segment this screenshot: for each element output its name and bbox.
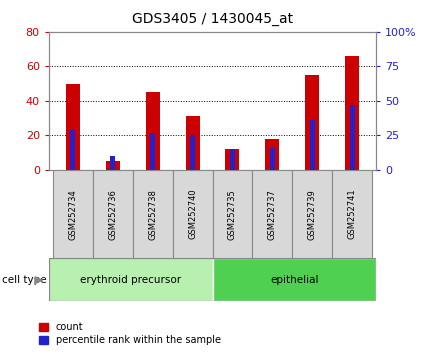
Bar	[66, 84, 80, 170]
Text: GSM252739: GSM252739	[308, 189, 317, 240]
Text: erythroid precursor: erythroid precursor	[80, 275, 181, 285]
Text: GSM252735: GSM252735	[228, 189, 237, 240]
Bar	[106, 161, 120, 170]
Text: GSM252736: GSM252736	[108, 189, 117, 240]
Text: GSM252737: GSM252737	[268, 189, 277, 240]
Text: GSM252734: GSM252734	[68, 189, 77, 240]
Bar	[350, 105, 354, 170]
Bar	[310, 120, 314, 170]
Bar	[252, 170, 292, 258]
Bar	[186, 116, 199, 170]
Bar	[53, 170, 93, 258]
Text: GSM252738: GSM252738	[148, 189, 157, 240]
Bar	[230, 149, 235, 170]
Bar	[190, 135, 195, 170]
Bar	[292, 170, 332, 258]
Legend: count, percentile rank within the sample: count, percentile rank within the sample	[34, 319, 225, 349]
Bar	[49, 258, 212, 301]
Bar	[173, 170, 212, 258]
Bar	[226, 149, 239, 170]
Bar	[93, 170, 133, 258]
Bar	[270, 148, 275, 170]
Bar	[110, 156, 115, 170]
Text: epithelial: epithelial	[270, 275, 319, 285]
Bar	[305, 75, 319, 170]
Text: GDS3405 / 1430045_at: GDS3405 / 1430045_at	[132, 12, 293, 27]
Bar	[146, 92, 160, 170]
Bar	[71, 129, 75, 170]
Bar	[345, 56, 359, 170]
Text: GSM252741: GSM252741	[348, 189, 357, 240]
Bar	[133, 170, 173, 258]
Text: cell type: cell type	[2, 275, 47, 285]
Bar	[332, 170, 372, 258]
Text: GSM252740: GSM252740	[188, 189, 197, 240]
Bar	[150, 133, 155, 170]
Bar	[265, 139, 279, 170]
Bar	[212, 258, 376, 301]
Bar	[212, 170, 252, 258]
Text: ▶: ▶	[35, 275, 44, 285]
